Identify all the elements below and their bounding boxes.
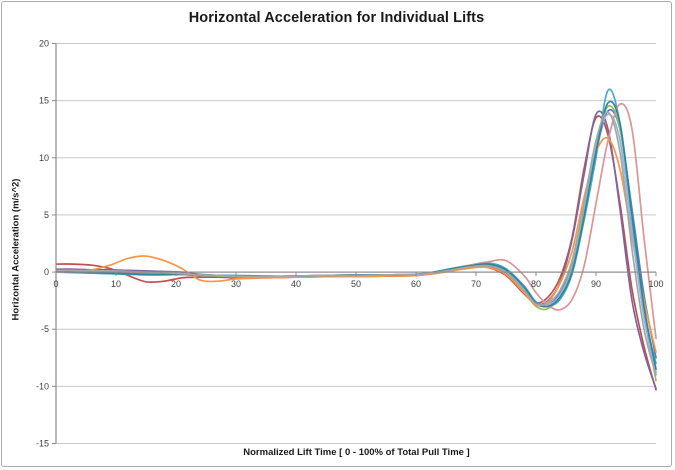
series-line-lift-8-salmon xyxy=(56,102,657,340)
series-line-lift-6-orange xyxy=(56,136,657,353)
x-tick-label-0: 0 xyxy=(53,279,58,289)
y-tick-label--15: -15 xyxy=(36,439,49,449)
y-tick-label-5: 5 xyxy=(44,210,49,220)
series-line-lift-2-darkred xyxy=(56,115,657,391)
y-tick-label-15: 15 xyxy=(39,96,49,106)
x-tick-label-80: 80 xyxy=(531,279,541,289)
x-tick-label-70: 70 xyxy=(471,279,481,289)
x-axis-title: Normalized Lift Time [ 0 - 100% of Total… xyxy=(243,447,470,458)
chart-title: Horizontal Acceleration for Individual L… xyxy=(188,10,485,26)
x-tick-labels: 0 10 20 30 40 50 60 70 80 90 100 xyxy=(53,279,663,289)
x-tick-label-20: 20 xyxy=(171,279,181,289)
y-tick-label-20: 20 xyxy=(39,39,49,49)
series-line-lift-3-green xyxy=(56,104,657,382)
y-tick-label-0: 0 xyxy=(44,267,49,277)
y-tick-label--10: -10 xyxy=(36,381,49,391)
y-tick-labels: -15 -10 -5 0 5 10 15 20 xyxy=(36,39,49,449)
series-line-lift-7-lightblue xyxy=(56,113,657,374)
x-tick-label-50: 50 xyxy=(351,279,361,289)
x-tick-label-60: 60 xyxy=(411,279,421,289)
x-tick-label-90: 90 xyxy=(591,279,601,289)
y-tick-label-10: 10 xyxy=(39,153,49,163)
x-tick-label-10: 10 xyxy=(111,279,121,289)
x-tick-label-100: 100 xyxy=(648,279,663,289)
series-lines xyxy=(56,88,657,391)
series-line-lift-4-purple xyxy=(56,110,657,390)
x-tick-label-40: 40 xyxy=(291,279,301,289)
gridlines xyxy=(56,43,656,444)
axes xyxy=(52,43,657,444)
y-tick-label--5: -5 xyxy=(41,324,49,334)
series-line-lift-5-cyan xyxy=(56,88,657,365)
x-tick-label-30: 30 xyxy=(231,279,241,289)
series-line-lift-10-gray xyxy=(56,111,657,376)
series-line-lift-1-blue xyxy=(56,109,657,359)
